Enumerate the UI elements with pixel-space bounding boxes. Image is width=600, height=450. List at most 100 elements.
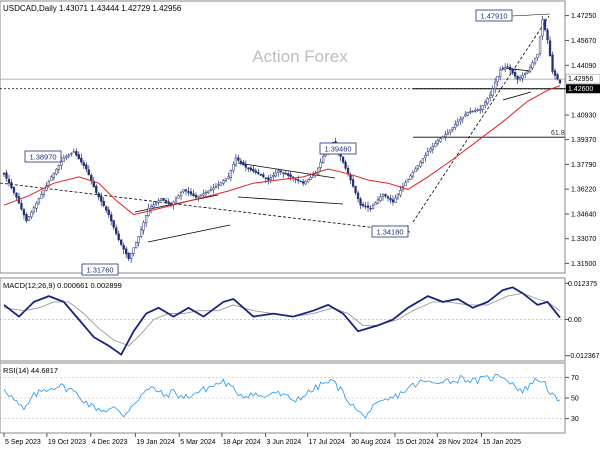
candle-body <box>344 161 347 169</box>
candlestick <box>25 212 28 223</box>
candlestick <box>426 147 430 156</box>
level-price-tag-text: 1.42600 <box>568 86 593 93</box>
candlestick <box>232 161 235 174</box>
candle-body <box>97 193 100 198</box>
candlestick <box>543 18 547 32</box>
candle-body <box>130 252 133 259</box>
candlestick <box>444 130 447 141</box>
candle-body <box>489 94 492 98</box>
candle-body <box>538 36 542 54</box>
candle-body <box>224 178 228 182</box>
price-layer: 1.47250 1.45670 1.44090 1.42600 1.40930 1.393… <box>0 9 600 276</box>
candlestick <box>112 219 115 230</box>
candlestick <box>314 170 317 178</box>
candlestick <box>307 178 310 183</box>
candlestick <box>184 188 188 196</box>
flag-upper-line <box>502 67 532 72</box>
candlestick <box>75 148 78 158</box>
candlestick <box>219 182 223 186</box>
candlestick <box>386 194 390 202</box>
candlestick <box>371 203 375 210</box>
candle-body <box>20 203 23 210</box>
candlestick <box>97 191 100 201</box>
date-axis-label: 18 Apr 2024 <box>223 439 261 446</box>
candlestick <box>7 174 11 187</box>
candle-body <box>317 167 320 175</box>
candlestick <box>546 28 549 44</box>
candlestick <box>52 172 56 181</box>
candle-body <box>112 220 115 228</box>
candlestick <box>125 246 128 258</box>
candlestick <box>416 165 420 172</box>
candlestick <box>254 168 257 175</box>
candle-body <box>414 168 417 173</box>
date-axis-label: 17 Jul 2024 <box>309 439 345 446</box>
date-axis-label: 28 Nov 2024 <box>438 439 478 446</box>
candle-body <box>95 185 98 193</box>
candlestick <box>436 138 439 146</box>
price-axis-label: 1.34640 <box>571 211 596 218</box>
candle-body <box>302 181 305 184</box>
candlestick <box>391 195 395 206</box>
candle-body <box>499 69 502 78</box>
candlestick <box>494 77 497 94</box>
candle-body <box>110 214 113 222</box>
candlestick <box>364 202 367 210</box>
candlestick <box>541 15 544 40</box>
candlestick <box>469 107 472 115</box>
candlestick <box>553 68 557 80</box>
candlestick <box>247 166 250 172</box>
candle-body <box>486 98 489 104</box>
candlestick <box>376 195 380 205</box>
candle-body <box>379 196 382 202</box>
candlestick <box>35 201 38 213</box>
candlestick <box>159 197 163 202</box>
candle-body <box>105 206 108 211</box>
candlestick <box>242 160 245 166</box>
pivot-label-1.34180: 1.34180 <box>371 225 409 238</box>
rsi-line <box>3 373 561 419</box>
moving-average-line <box>3 85 561 216</box>
candle-body <box>122 244 125 250</box>
candlestick <box>319 158 322 171</box>
candle-body <box>501 68 504 70</box>
price-axis-label: 1.33070 <box>571 236 596 243</box>
candle-body <box>297 179 300 181</box>
candle-body <box>421 158 425 164</box>
candle-body <box>32 207 36 212</box>
candlestick <box>130 252 133 263</box>
candle-body <box>152 204 155 208</box>
candlestick <box>381 193 385 201</box>
candlestick <box>496 75 499 87</box>
candlestick <box>359 197 362 210</box>
price-axis-label: 1.40930 <box>571 113 596 120</box>
candle-body <box>149 206 153 210</box>
channel-lower-line <box>147 224 231 243</box>
candlestick <box>40 191 43 199</box>
candlestick <box>538 36 542 57</box>
triangle-lower-line <box>237 196 344 205</box>
long-term-dashed-trendline <box>0 182 411 233</box>
candle-body <box>162 198 165 201</box>
candlestick <box>65 154 68 161</box>
candlestick <box>229 169 233 182</box>
candle-body <box>194 194 198 198</box>
candle-body <box>304 181 307 185</box>
candle-body <box>531 62 534 69</box>
candle-body <box>120 239 123 245</box>
candle-body <box>57 165 61 170</box>
candlestick <box>501 65 504 71</box>
candle-body <box>396 193 400 199</box>
candle-body <box>189 191 193 195</box>
pivot-label-1.31760: 1.31760 <box>81 263 119 276</box>
candlestick <box>317 167 320 176</box>
candlestick <box>95 184 98 195</box>
candle-body <box>384 194 387 197</box>
candlestick <box>212 183 215 194</box>
candle-body <box>90 175 93 182</box>
candlestick <box>50 174 53 181</box>
candle-body <box>80 157 83 163</box>
candle-body <box>127 253 130 259</box>
candlestick <box>62 154 65 162</box>
candle-body <box>436 140 439 144</box>
